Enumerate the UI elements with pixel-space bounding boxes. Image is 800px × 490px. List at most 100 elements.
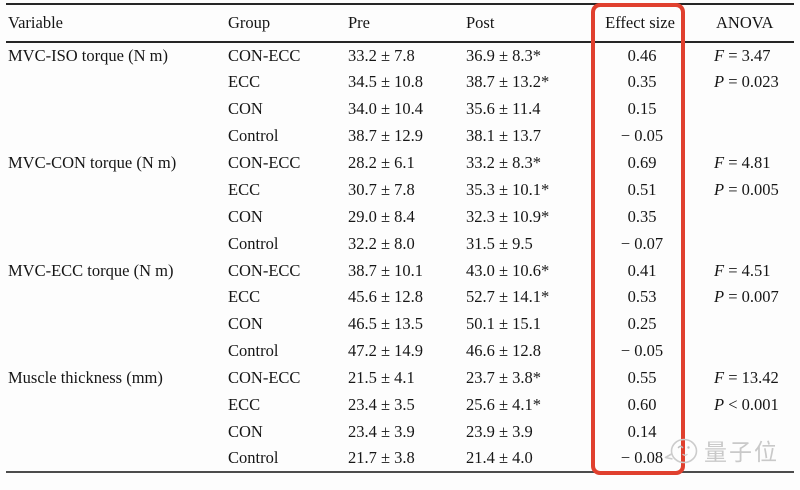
pre-cell: 38.7 ± 10.1 — [348, 260, 424, 280]
anova-stat-value: = 0.023 — [724, 72, 779, 92]
group-cell: ECC — [228, 287, 261, 307]
post-cell: 50.1 ± 15.1 — [466, 314, 542, 334]
post-cell: 46.6 ± 12.8 — [466, 341, 542, 361]
effect-size-cell: 0.35 — [627, 72, 657, 92]
table-row: Control 38.7 ± 12.9 38.1 ± 13.7 − 0.05 — [6, 123, 794, 150]
anova-stat-letter: P — [714, 72, 725, 92]
table-row: CON 29.0 ± 8.4 32.3 ± 10.9* 0.35 — [6, 203, 794, 230]
post-cell: 38.1 ± 13.7 — [466, 126, 542, 146]
anova-cell — [686, 311, 794, 338]
effect-size-cell: − 0.05 — [620, 341, 664, 361]
anova-stat-value: = 13.42 — [724, 368, 779, 388]
pre-cell: 23.4 ± 3.9 — [348, 421, 415, 441]
post-cell: 36.9 ± 8.3* — [466, 45, 542, 65]
anova-stat-value: < 0.001 — [724, 395, 779, 415]
pre-cell: 45.6 ± 12.8 — [348, 287, 424, 307]
group-cell: CON-ECC — [228, 45, 301, 65]
column-header-anova: ANOVA — [686, 4, 794, 43]
pre-cell: 21.5 ± 4.1 — [348, 368, 415, 388]
group-cell: Control — [228, 448, 279, 468]
variable-cell — [6, 445, 228, 472]
table-row: MVC-CON torque (N m) CON-ECC 28.2 ± 6.1 … — [6, 150, 794, 177]
variable-cell: MVC-ECC torque (N m) — [8, 260, 174, 280]
column-header-effect-size: Effect size — [598, 4, 686, 43]
watermark: 量子位 — [663, 433, 779, 467]
variable-cell — [6, 96, 228, 123]
results-table: Variable Group Pre Post Effect size ANOV… — [6, 3, 794, 474]
table-row: ECC 30.7 ± 7.8 35.3 ± 10.1* 0.51 P = 0.0… — [6, 176, 794, 203]
anova-stat-value: = 0.007 — [724, 287, 779, 307]
column-header-pre: Pre — [348, 4, 466, 43]
table-row: ECC 23.4 ± 3.5 25.6 ± 4.1* 0.60 P < 0.00… — [6, 392, 794, 419]
pre-cell: 46.5 ± 13.5 — [348, 314, 424, 334]
group-cell: CON — [228, 314, 263, 334]
table-row: Muscle thickness (mm) CON-ECC 21.5 ± 4.1… — [6, 365, 794, 392]
group-cell: Control — [228, 233, 279, 253]
watermark-face-icon — [664, 438, 698, 464]
variable-cell — [6, 176, 228, 203]
anova-stat-value: = 0.005 — [724, 179, 779, 199]
anova-cell: P = 0.007 — [686, 284, 794, 311]
group-cell: CON-ECC — [228, 153, 301, 172]
post-cell: 21.4 ± 4.0 — [466, 448, 533, 468]
pre-cell: 30.7 ± 7.8 — [348, 179, 415, 199]
anova-stat-letter: P — [714, 395, 725, 415]
group-cell: CON-ECC — [228, 260, 301, 280]
table-row: CON 46.5 ± 13.5 50.1 ± 15.1 0.25 — [6, 311, 794, 338]
variable-cell — [6, 338, 228, 365]
column-header-group: Group — [228, 4, 348, 43]
variable-cell — [6, 392, 228, 419]
effect-size-cell: 0.53 — [627, 287, 657, 307]
table-row: Control 21.7 ± 3.8 21.4 ± 4.0 − 0.08 — [6, 445, 794, 472]
effect-size-cell: 0.46 — [627, 45, 657, 65]
table-row: MVC-ISO torque (N m) CON-ECC 33.2 ± 7.8 … — [6, 42, 794, 69]
pre-cell: 23.4 ± 3.5 — [348, 395, 415, 415]
post-cell: 33.2 ± 8.3* — [466, 153, 542, 172]
table-row: Control 32.2 ± 8.0 31.5 ± 9.5 − 0.07 — [6, 230, 794, 257]
post-cell: 52.7 ± 14.1* — [466, 287, 550, 307]
post-cell: 23.9 ± 3.9 — [466, 421, 533, 441]
anova-cell: P < 0.001 — [686, 392, 794, 419]
pre-cell: 34.5 ± 10.8 — [348, 72, 424, 92]
anova-stat-letter: F — [714, 45, 725, 65]
post-cell: 25.6 ± 4.1* — [466, 395, 542, 415]
pre-cell: 33.2 ± 7.8 — [348, 45, 415, 65]
anova-cell — [686, 203, 794, 230]
pre-cell: 28.2 ± 6.1 — [348, 153, 415, 172]
effect-size-cell: − 0.08 — [620, 448, 664, 468]
variable-cell — [6, 284, 228, 311]
group-cell: CON-ECC — [228, 368, 301, 388]
variable-cell — [6, 230, 228, 257]
variable-cell: Muscle thickness (mm) — [8, 368, 163, 388]
variable-cell: MVC-ISO torque (N m) — [8, 45, 168, 65]
post-cell: 35.3 ± 10.1* — [466, 179, 550, 199]
variable-cell — [6, 311, 228, 338]
anova-cell — [686, 230, 794, 257]
effect-size-cell: 0.35 — [627, 206, 657, 226]
anova-stat-value: = 4.51 — [724, 260, 771, 280]
effect-size-cell: − 0.05 — [620, 126, 664, 146]
group-cell: CON — [228, 99, 263, 119]
anova-cell: P = 0.023 — [686, 69, 794, 96]
table-row: CON 23.4 ± 3.9 23.9 ± 3.9 0.14 — [6, 418, 794, 445]
post-cell: 43.0 ± 10.6* — [466, 260, 550, 280]
anova-cell: P = 0.005 — [686, 176, 794, 203]
group-cell: ECC — [228, 395, 261, 415]
group-cell: CON — [228, 206, 263, 226]
table-row: ECC 45.6 ± 12.8 52.7 ± 14.1* 0.53 P = 0.… — [6, 284, 794, 311]
effect-size-cell: 0.69 — [627, 153, 657, 172]
group-cell: Control — [228, 341, 279, 361]
variable-cell — [6, 203, 228, 230]
anova-cell: F = 4.51 — [686, 257, 794, 284]
variable-cell: MVC-CON torque (N m) — [8, 153, 177, 172]
group-cell: ECC — [228, 72, 261, 92]
anova-stat-letter: F — [714, 368, 725, 388]
anova-cell: F = 4.81 — [686, 150, 794, 177]
anova-stat-letter: F — [714, 260, 725, 280]
pre-cell: 32.2 ± 8.0 — [348, 233, 415, 253]
effect-size-cell: − 0.07 — [620, 233, 664, 253]
pre-cell: 21.7 ± 3.8 — [348, 448, 415, 468]
effect-size-cell: 0.14 — [627, 421, 657, 441]
watermark-text: 量子位 — [704, 440, 779, 465]
